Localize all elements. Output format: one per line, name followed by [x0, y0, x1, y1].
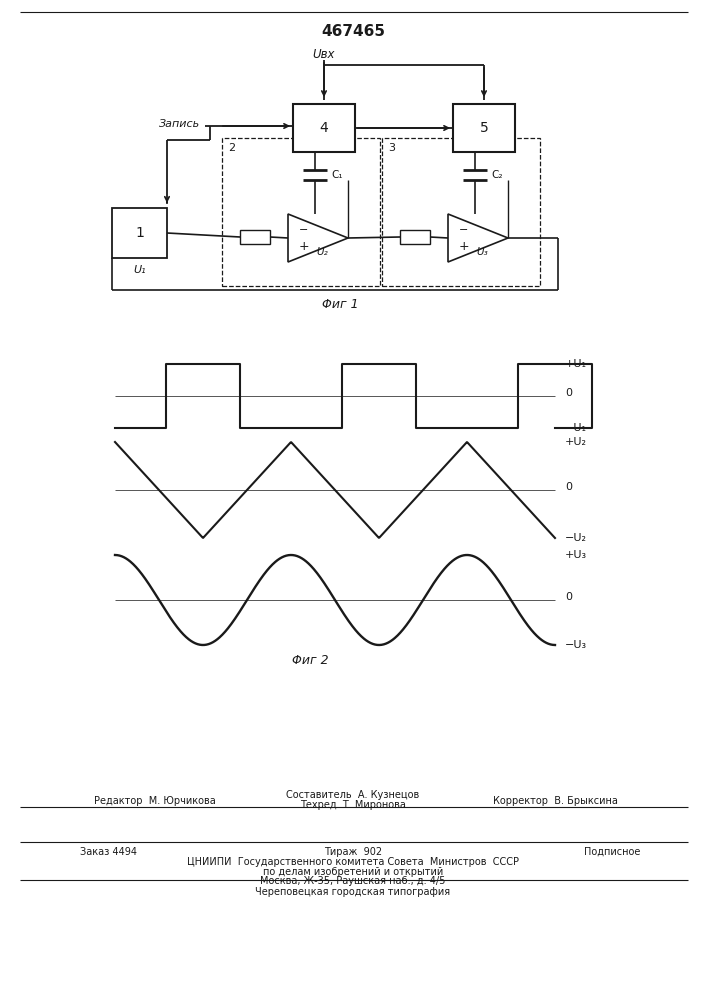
Text: Φиг 2: Φиг 2: [292, 654, 328, 666]
Bar: [293, 104, 355, 152]
Text: Техред  Т. Миронова: Техред Т. Миронова: [300, 800, 406, 810]
Text: −: −: [299, 225, 309, 235]
Text: C₁: C₁: [331, 170, 343, 180]
Text: −U₁: −U₁: [565, 423, 587, 433]
Text: +: +: [459, 239, 469, 252]
Text: −U₂: −U₂: [565, 533, 587, 543]
Text: Заказ 4494: Заказ 4494: [80, 847, 137, 857]
Text: 1: 1: [135, 226, 144, 240]
Text: U₁: U₁: [133, 265, 146, 275]
Bar: [240, 230, 270, 244]
Bar: [382, 138, 540, 286]
Text: +U₂: +U₂: [565, 437, 587, 447]
Text: −: −: [460, 225, 469, 235]
Text: 0: 0: [565, 592, 572, 602]
Text: Череповецкая городская типография: Череповецкая городская типография: [255, 887, 450, 897]
Text: Корректор  В. Брыксина: Корректор В. Брыксина: [493, 796, 617, 806]
Text: Uвх: Uвх: [312, 47, 335, 60]
Text: U₃: U₃: [476, 247, 488, 257]
Text: +U₃: +U₃: [565, 550, 587, 560]
Text: +U₁: +U₁: [565, 359, 587, 369]
Bar: [453, 104, 515, 152]
Polygon shape: [448, 214, 508, 262]
Text: 467465: 467465: [321, 24, 385, 39]
Text: 2: 2: [228, 143, 235, 153]
Text: 4: 4: [320, 121, 328, 135]
Text: Запись: Запись: [159, 119, 200, 129]
Text: Φиг 1: Φиг 1: [322, 298, 358, 310]
Bar: [222, 138, 380, 286]
Text: 3: 3: [389, 143, 395, 153]
Text: −U₃: −U₃: [565, 640, 587, 650]
Text: U₂: U₂: [316, 247, 328, 257]
Text: C₂: C₂: [491, 170, 503, 180]
Text: Составитель  А. Кузнецов: Составитель А. Кузнецов: [286, 790, 420, 800]
Text: Москва, Ж-35, Раушская наб., д. 4/5: Москва, Ж-35, Раушская наб., д. 4/5: [260, 876, 445, 886]
Text: 0: 0: [565, 482, 572, 492]
Text: ЦНИИПИ  Государственного комитета Совета  Министров  СССР: ЦНИИПИ Государственного комитета Совета …: [187, 857, 519, 867]
Text: Подписное: Подписное: [583, 847, 640, 857]
Text: 0: 0: [565, 388, 572, 398]
Text: Тираж  902: Тираж 902: [324, 847, 382, 857]
Polygon shape: [288, 214, 348, 262]
Text: 5: 5: [479, 121, 489, 135]
Bar: [400, 230, 430, 244]
Bar: [112, 208, 167, 258]
Text: по делам изобретений и открытий: по делам изобретений и открытий: [263, 867, 443, 877]
Text: Редактор  М. Юрчикова: Редактор М. Юрчикова: [94, 796, 216, 806]
Text: +: +: [298, 239, 310, 252]
